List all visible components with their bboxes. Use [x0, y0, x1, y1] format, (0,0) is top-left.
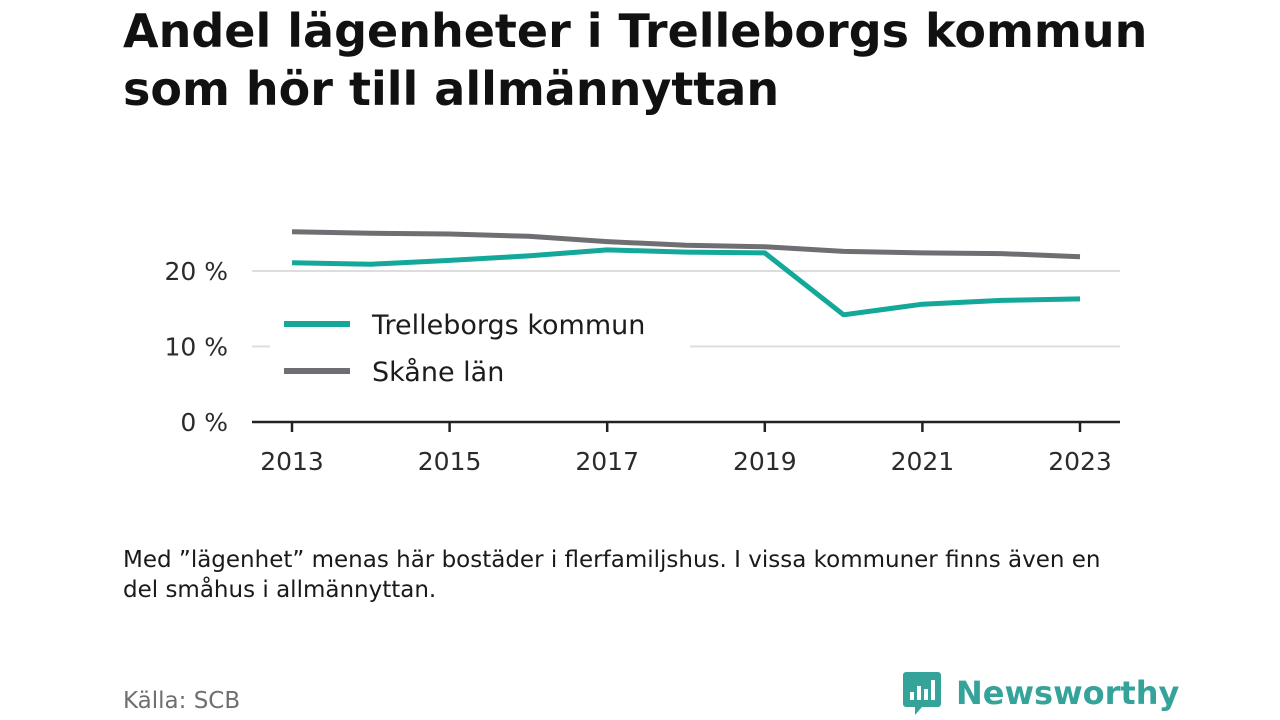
newsworthy-logo-icon	[903, 672, 941, 715]
x-tick-label: 2015	[418, 447, 482, 476]
x-tick-label: 2023	[1048, 447, 1112, 476]
x-tick-label: 2019	[733, 447, 797, 476]
legend-background	[270, 300, 690, 398]
series-line-skane	[291, 229, 1081, 260]
y-tick-label: 0 %	[180, 408, 228, 437]
y-axis-ticks: 0 % 10 % 20 %	[164, 257, 228, 437]
x-tick-label: 2017	[575, 447, 639, 476]
brand-logo-block: Newsworthy	[902, 670, 1179, 716]
line-chart: 0 % 10 % 20 % 2013 2015 2017 2019 2021 2023 Tre…	[164, 229, 1120, 476]
x-tick-label: 2013	[260, 447, 324, 476]
y-tick-label: 10 %	[164, 333, 228, 362]
y-tick-label: 20 %	[164, 257, 228, 286]
source-label: Källa: SCB	[123, 688, 241, 714]
x-axis-ticks: 2013 2015 2017 2019 2021 2023	[260, 422, 1112, 476]
legend-label: Skåne län	[372, 357, 504, 388]
brand-name: Newsworthy	[956, 674, 1180, 712]
chart-note: Med ”lägenhet” menas här bostäder i fler…	[123, 547, 1101, 603]
x-tick-label: 2021	[891, 447, 955, 476]
series-lines	[291, 229, 1081, 318]
chart-title: Andel lägenheter i Trelleborgs kommun so…	[123, 4, 1148, 116]
legend: Trelleborgs kommun Skåne län	[270, 300, 690, 398]
series-line-trelleborg	[291, 247, 1081, 318]
legend-label: Trelleborgs kommun	[371, 310, 645, 341]
